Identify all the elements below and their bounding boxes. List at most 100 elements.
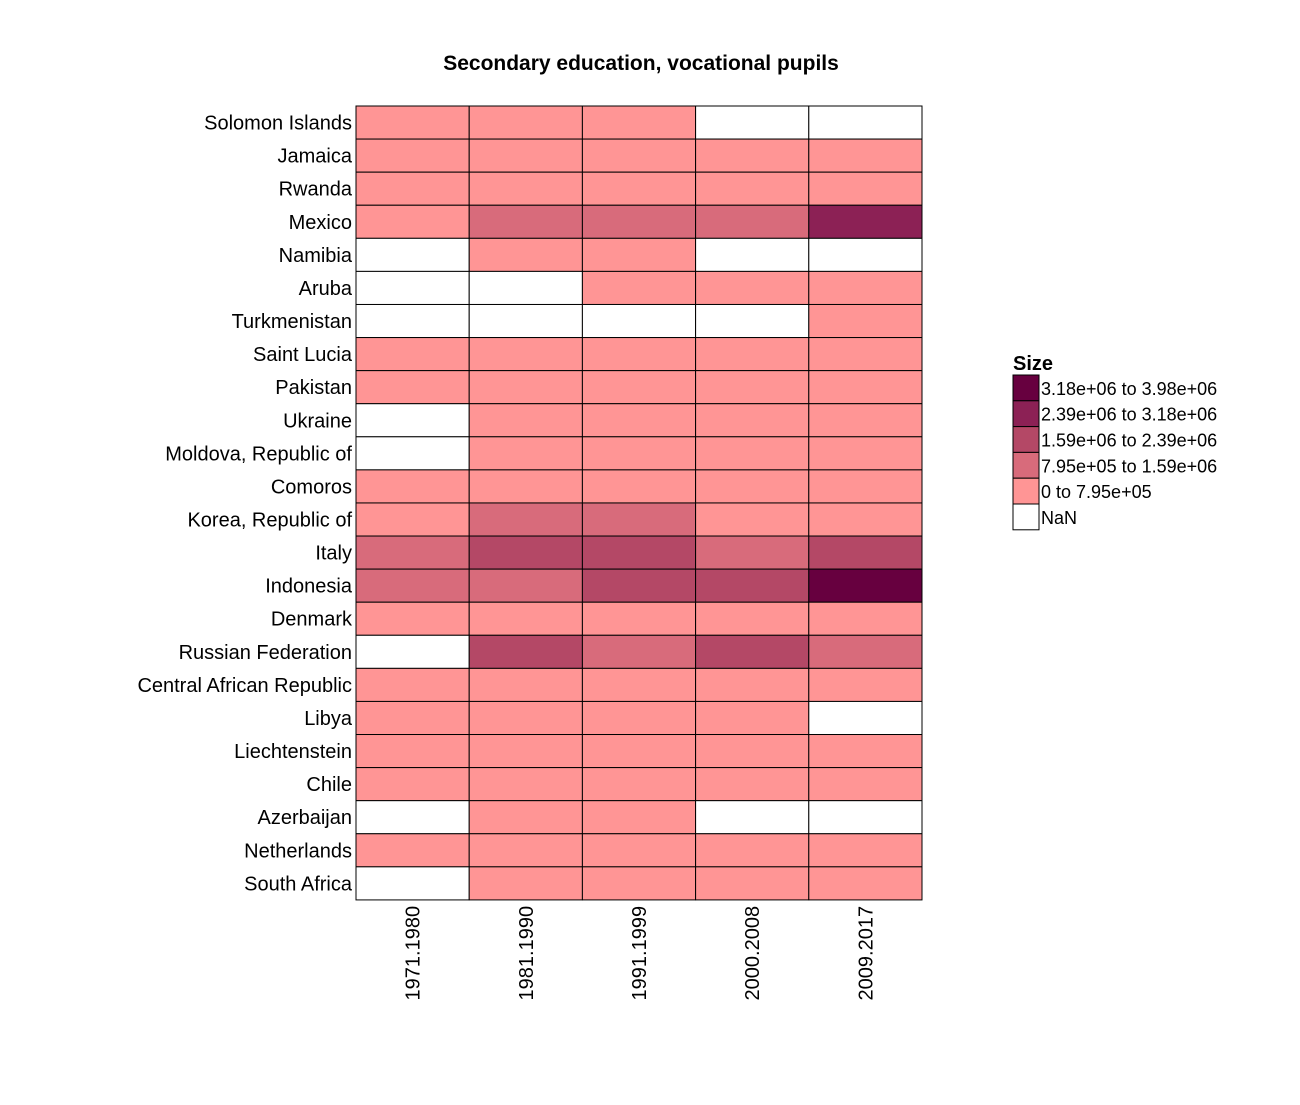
heatmap-cell (808, 171, 923, 206)
row-labels: Solomon Islands Jamaica Rwanda Mexico Namibi… (137, 113, 353, 896)
row-label: Central African Republic (137, 675, 352, 697)
heatmap-cell (581, 204, 697, 239)
heatmap-cell (355, 469, 470, 504)
heatmap-cell (468, 833, 583, 868)
heatmap-cell (808, 700, 923, 736)
heatmap-cell (581, 866, 697, 901)
heatmap-cell (355, 171, 470, 206)
heatmap-cell (581, 403, 697, 438)
heatmap-cell (808, 634, 923, 669)
legend-label: 7.95e+05 to 1.59e+06 (1041, 456, 1217, 476)
heatmap-cell (581, 337, 697, 372)
row-label: Solomon Islands (204, 113, 352, 135)
heatmap-cell (695, 535, 810, 570)
heatmap-cell (581, 833, 697, 868)
heatmap-cell (355, 866, 470, 901)
heatmap-cell (581, 237, 697, 272)
heatmap-cell (581, 303, 697, 339)
heatmap-cell (581, 734, 697, 769)
heatmap-cell (695, 403, 810, 438)
heatmap-cell (581, 634, 697, 669)
heatmap-cell (808, 601, 923, 636)
heatmap-cell (468, 700, 583, 736)
heatmap-cell (355, 502, 470, 537)
column-label: 1991.1999 (629, 906, 651, 1001)
heatmap-cell (468, 436, 583, 471)
row-label: Comoros (271, 476, 352, 498)
heatmap-cell (468, 337, 583, 372)
heatmap-cell (808, 833, 923, 868)
heatmap-cell (808, 502, 923, 537)
heatmap-cell (355, 634, 470, 669)
row-label: Aruba (299, 278, 353, 300)
legend-label: 0 to 7.95e+05 (1041, 482, 1152, 502)
column-labels: 1971.1980 1981.1990 1991.1999 2000.2008 2009… (403, 906, 878, 1001)
heatmap-cell (808, 105, 923, 140)
heatmap-cell (355, 833, 470, 868)
heatmap-cell (695, 105, 810, 140)
heatmap-cell (468, 270, 583, 305)
heatmap-cell (695, 800, 810, 835)
heatmap-cell (468, 403, 583, 438)
legend-swatch (1012, 400, 1040, 428)
heatmap-cell (695, 171, 810, 206)
heatmap-cell (695, 237, 810, 272)
heatmap-cell (468, 370, 583, 405)
heatmap-cell (581, 535, 697, 570)
heatmap-cell (355, 303, 470, 339)
heatmap-cell (468, 502, 583, 537)
heatmap-cell (581, 370, 697, 405)
heatmap-cell (355, 105, 470, 140)
heatmap-cell (695, 866, 810, 901)
heatmap-cell (581, 138, 697, 173)
heatmap-cell (468, 601, 583, 636)
heatmap-cell (468, 667, 583, 702)
heatmap-cell (581, 800, 697, 835)
heatmap-cell (808, 568, 923, 603)
heatmap-cell (355, 700, 470, 736)
heatmap-cell (808, 767, 923, 802)
heatmap-cell (355, 204, 470, 239)
heatmap-cell (695, 734, 810, 769)
heatmap-cell (355, 601, 470, 636)
heatmap-cell (468, 237, 583, 272)
heatmap-cell (355, 568, 470, 603)
legend-swatch (1012, 503, 1040, 531)
row-label: Denmark (271, 609, 353, 631)
legend-label: 3.18e+06 to 3.98e+06 (1041, 379, 1217, 399)
legend-title: Size (1013, 353, 1053, 375)
column-label: 1981.1990 (516, 906, 538, 1001)
heatmap-cell (695, 833, 810, 868)
heatmap-cell (695, 204, 810, 239)
heatmap-cell (581, 469, 697, 504)
row-label: Saint Lucia (253, 344, 353, 366)
row-label: Italy (315, 543, 352, 565)
row-label: Libya (304, 708, 353, 730)
heatmap-cell (581, 270, 697, 305)
heatmap-cell (808, 436, 923, 471)
heatmap-cell (355, 370, 470, 405)
heatmap-cell (808, 337, 923, 372)
heatmap-cell (695, 370, 810, 405)
chart-title: Secondary education, vocational pupils (443, 52, 839, 75)
row-label: Turkmenistan (232, 311, 352, 333)
row-label: Jamaica (278, 146, 353, 168)
heatmap-cell (468, 105, 583, 140)
heatmap-cell (581, 436, 697, 471)
row-label: Azerbaijan (257, 807, 352, 829)
heatmap-cell (808, 734, 923, 769)
heatmap-cell (695, 568, 810, 603)
heatmap-cell (581, 171, 697, 206)
heatmap-cell (808, 535, 923, 570)
heatmap-cell (581, 502, 697, 537)
column-label: 2000.2008 (742, 906, 764, 1001)
heatmap-cell (355, 667, 470, 702)
heatmap-cell (468, 800, 583, 835)
heatmap-cell (695, 634, 810, 669)
heatmap-cell (355, 800, 470, 835)
heatmap-cell (355, 535, 470, 570)
heatmap-cell (695, 303, 810, 339)
legend-swatch (1012, 451, 1040, 479)
row-label: Ukraine (283, 410, 352, 432)
